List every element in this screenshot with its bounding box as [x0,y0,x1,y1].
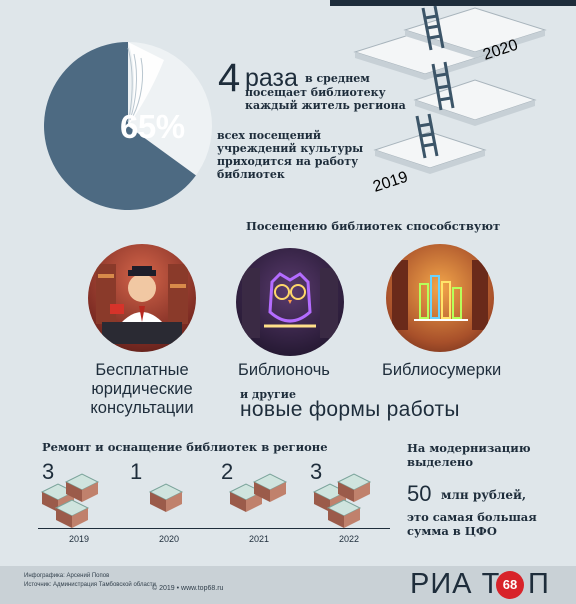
pie-svg [44,42,212,211]
count-2019: 3 [42,459,55,484]
copyright: © 2019 • www.top68.ru [152,585,224,592]
share-line-3: приходится на работу [217,155,359,168]
caption-legal: Бесплатные юридические консультации [62,361,222,418]
times-line-3: каждый житель региона [245,99,406,112]
percent-value: 65% [120,108,185,145]
count-2022: 3 [310,459,323,484]
credit-infographic: Инфографика: Арсений Попов [24,573,110,579]
year-label-2022: 2022 [339,534,360,544]
library-room-icon [148,483,184,512]
logo-text-left[interactable]: РИА Т [410,568,501,600]
year-label-2019: 2019 [69,534,90,544]
caption-legal-line3: консультации [90,399,194,417]
amount-unit: млн рублей, [441,488,527,502]
times-line-1: в среднем [305,72,370,85]
library-room-icon [326,499,362,528]
share-line-4: библиотек [217,168,285,181]
book-pages-icon [127,42,164,126]
times-word: раза [245,64,298,92]
modern-line-3: это самая большая [407,510,537,524]
books-ladder-illustration: 2020 2019 [353,5,547,196]
count-2021: 2 [221,459,234,484]
modern-line-1: На модернизацию [407,441,531,455]
year-label-2021: 2021 [249,534,270,544]
year-start-label: 2019 [371,169,410,196]
pie-share-slice [44,42,196,211]
share-line-1: всех посещений [217,129,322,142]
other-small-text: и другие [240,388,296,401]
neon-books-illustration [386,244,494,352]
caption-night: Библионочь [238,361,330,379]
caption-legal-line2: юридические [91,380,193,398]
lawyer-illustration [88,244,196,352]
times-number: 4 [218,56,241,100]
modern-line-4: сумма в ЦФО [407,524,497,538]
footer-bar [0,566,576,604]
repair-title: Ремонт и оснащение библиотек в регионе [42,440,328,454]
amount-value: 50 [407,481,432,506]
ladder-icon [415,113,439,159]
open-book-icon [403,7,547,58]
open-book-icon [413,79,537,126]
credit-source: Источник: Администрация Тамбовской облас… [24,582,156,588]
library-room-icon [252,473,288,502]
neon-books-icon [392,260,488,330]
owl-neon-illustration [236,248,344,356]
modern-line-2: выделено [407,455,474,469]
library-room-icon [336,473,372,502]
year-axis-line [38,528,390,529]
times-line-2: посещает библиотеку [245,86,386,99]
library-room-icon [64,473,100,502]
top-accent-bar [330,0,576,6]
logo-text-right[interactable]: П [528,568,549,600]
count-2020: 1 [130,459,143,484]
year-label-2020: 2020 [159,534,180,544]
library-room-icon [54,499,90,528]
other-big-text: новые формы работы [240,398,460,421]
share-pie-chart [42,40,214,212]
library-rooms-chart [40,473,372,528]
caption-twilight: Библиосумерки [382,361,502,379]
owl-icon [242,268,338,338]
promote-title: Посещению библиотек способствуют [246,219,501,233]
logo-badge[interactable]: 68 [496,571,524,599]
share-line-2: учреждений культуры [217,142,364,155]
ladder-icon [431,61,455,111]
open-book-icon [373,131,487,174]
lawyer-icon [96,264,188,344]
ladder-icon [421,5,445,51]
caption-legal-line1: Бесплатные [95,361,189,379]
